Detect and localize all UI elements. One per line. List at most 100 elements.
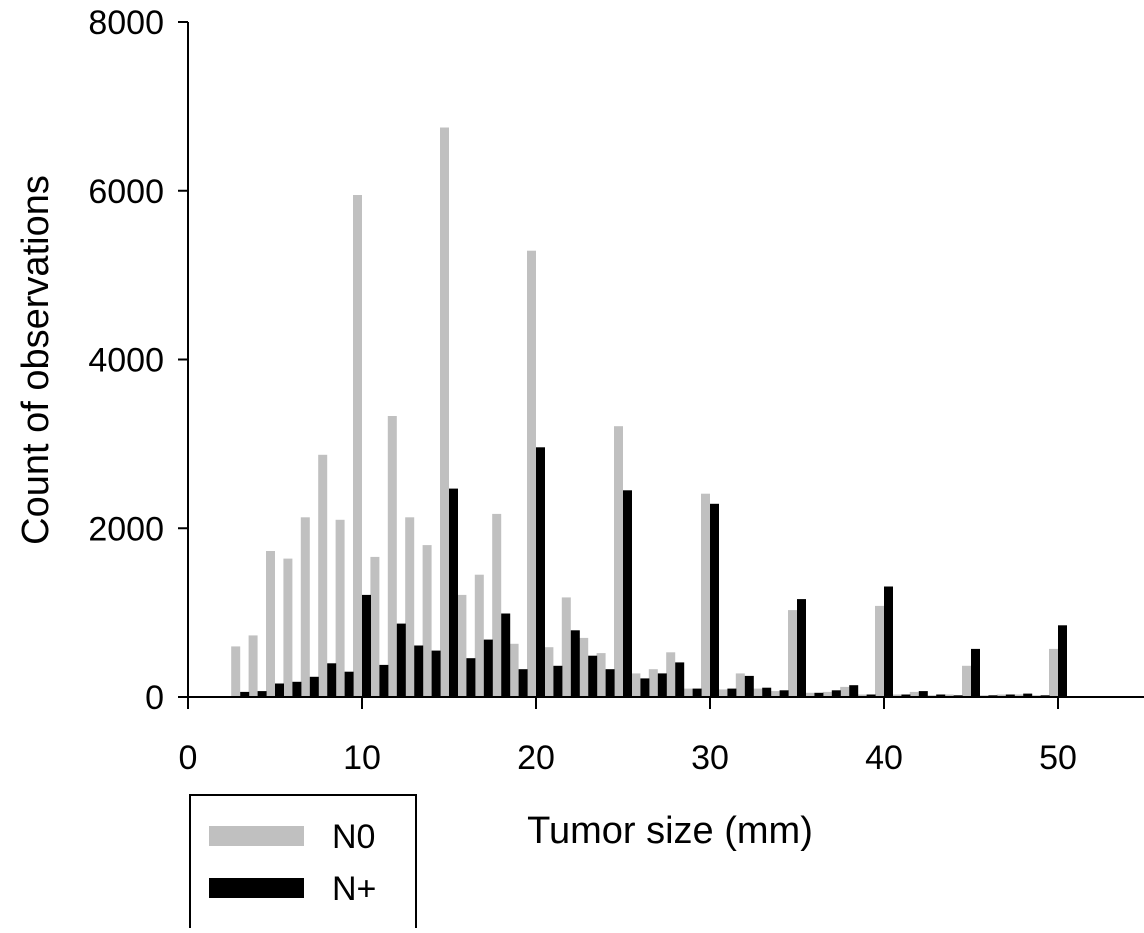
bar-n0 — [1014, 694, 1024, 697]
bar-n0 — [944, 694, 954, 697]
series-n0-bars — [231, 127, 1058, 697]
bar-nplus — [675, 662, 685, 697]
bar-nplus — [396, 623, 406, 697]
bar-n0 — [440, 127, 449, 697]
bar-nplus — [918, 691, 928, 697]
bar-nplus — [744, 675, 754, 697]
bar-n0 — [405, 517, 415, 697]
bar-nplus — [779, 690, 789, 698]
bar-n0 — [875, 605, 884, 697]
bar-nplus — [727, 688, 737, 697]
bar-n0 — [788, 610, 797, 697]
bar-n0 — [318, 454, 328, 697]
bar-n0 — [718, 689, 728, 697]
bar-nplus — [344, 671, 354, 697]
bar-n0 — [962, 665, 971, 697]
series-nplus-bars — [240, 447, 1067, 698]
bar-nplus — [379, 664, 389, 697]
bar-nplus — [501, 613, 511, 697]
x-axis-title: Tumor size (mm) — [527, 810, 813, 852]
legend-label-nplus: N+ — [332, 870, 376, 908]
bar-n0 — [770, 691, 780, 697]
bar-nplus — [483, 639, 493, 697]
legend-swatch-nplus — [209, 878, 304, 898]
bar-nplus — [414, 645, 424, 697]
y-tick-label: 8000 — [88, 4, 164, 42]
bar-n0 — [353, 195, 362, 697]
bar-n0 — [527, 250, 536, 697]
bar-n0 — [683, 688, 693, 697]
x-axis-ticks: 0 10 20 30 40 50 — [179, 697, 1077, 777]
y-tick-label: 6000 — [88, 173, 164, 211]
bar-n0 — [248, 635, 258, 697]
bar-n0 — [857, 694, 867, 697]
bar-n0 — [648, 669, 658, 697]
bar-nplus — [1058, 625, 1067, 697]
bar-nplus — [327, 663, 337, 698]
bar-nplus — [466, 658, 476, 697]
bar-nplus — [240, 691, 250, 697]
bar-nplus — [971, 648, 980, 697]
bar-nplus — [936, 694, 946, 697]
legend-box — [189, 794, 417, 933]
x-tick-label: 50 — [1039, 739, 1077, 777]
bar-n0 — [544, 647, 554, 697]
bar-nplus — [275, 683, 284, 697]
bar-nplus — [536, 447, 545, 698]
bar-nplus — [692, 688, 702, 697]
bar-nplus — [431, 650, 441, 697]
bar-nplus — [710, 503, 719, 697]
x-tick-label: 30 — [691, 739, 729, 777]
bar-n0 — [822, 691, 832, 697]
bar-n0 — [805, 692, 815, 697]
bar-nplus — [309, 676, 319, 698]
bar-n0 — [909, 691, 919, 697]
x-tick-label: 20 — [517, 739, 555, 777]
bar-nplus — [831, 690, 841, 698]
bar-n0 — [370, 556, 380, 697]
bar-n0 — [666, 652, 676, 697]
x-tick-label: 10 — [343, 739, 381, 777]
y-tick-label: 2000 — [88, 510, 164, 548]
bar-nplus — [362, 594, 371, 697]
bar-n0 — [231, 646, 241, 697]
legend: N0 N+ — [189, 794, 417, 933]
bar-nplus — [901, 694, 911, 697]
bar-nplus — [1023, 693, 1033, 697]
bar-n0 — [701, 493, 710, 697]
bar-n0 — [892, 694, 902, 697]
bar-nplus — [570, 630, 580, 697]
bar-nplus — [623, 490, 632, 697]
bar-nplus — [257, 691, 267, 697]
bar-n0 — [474, 574, 484, 697]
y-tick-label: 0 — [145, 679, 164, 717]
bar-n0 — [266, 551, 275, 697]
bar-nplus — [553, 665, 563, 697]
bar-nplus — [884, 586, 893, 697]
bar-nplus — [449, 488, 458, 697]
x-tick-label: 40 — [865, 739, 903, 777]
bar-n0 — [753, 688, 763, 697]
y-axis-ticks: 0 2000 4000 6000 8000 — [88, 4, 188, 717]
bar-nplus — [640, 678, 650, 697]
bar-n0 — [283, 558, 293, 697]
bar-n0 — [422, 545, 432, 697]
bar-nplus — [849, 685, 859, 697]
bar-n0 — [387, 416, 397, 697]
bar-n0 — [735, 673, 745, 697]
bar-n0 — [614, 426, 623, 697]
bar-n0 — [840, 686, 850, 697]
legend-label-n0: N0 — [332, 818, 375, 856]
bar-nplus — [762, 687, 772, 697]
bar-nplus — [518, 669, 528, 697]
bar-nplus — [1005, 694, 1015, 697]
bar-nplus — [797, 599, 806, 697]
bar-n0 — [631, 673, 641, 697]
bar-nplus — [605, 669, 615, 697]
bar-n0 — [300, 517, 310, 697]
bar-nplus — [657, 673, 667, 697]
bar-nplus — [814, 692, 824, 697]
bar-n0 — [996, 694, 1006, 697]
